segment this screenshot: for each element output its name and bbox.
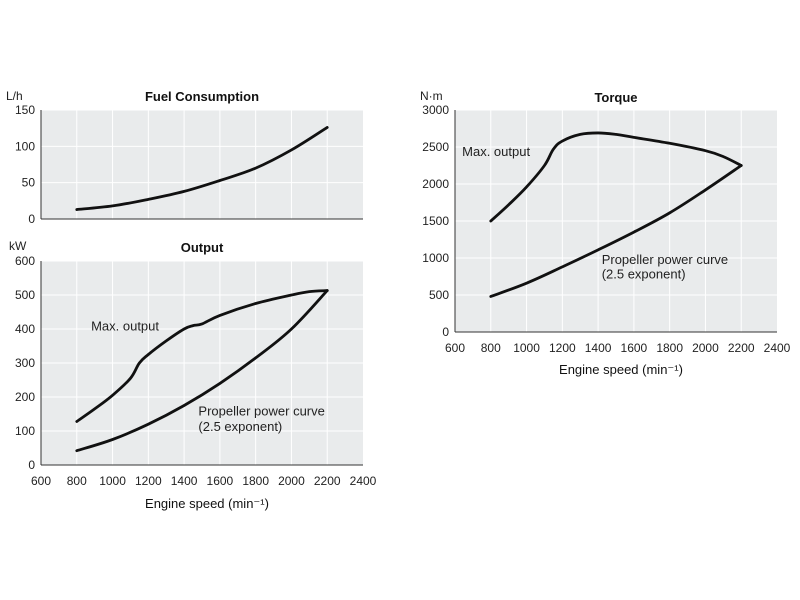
x-tick-label: 1200 [549,341,576,355]
annotation-label: Max. output [91,319,159,334]
series-line-max-output [75,289,329,423]
annotation-label: (2.5 exponent) [198,419,282,434]
y-tick-label: 1000 [422,251,449,265]
x-axis-label: Engine speed (min⁻¹) [145,496,269,511]
x-tick-label: 800 [481,341,501,355]
y-tick-label: 150 [15,103,35,117]
annotation-label: Propeller power curve [198,404,324,419]
x-tick-label: 600 [445,341,465,355]
y-tick-label: 50 [22,176,36,190]
chart-title: Torque [594,90,637,105]
x-tick-label: 2000 [692,341,719,355]
y-tick-label: 200 [15,390,35,404]
x-tick-label: 2200 [314,474,341,488]
y-tick-label: 400 [15,322,35,336]
y-tick-label: 1500 [422,214,449,228]
x-tick-label: 2200 [728,341,755,355]
x-tick-label: 1600 [621,341,648,355]
annotation-label: Propeller power curve [602,252,728,267]
y-tick-label: 3000 [422,103,449,117]
y-tick-label: 500 [15,288,35,302]
y-tick-label: 2500 [422,140,449,154]
torque-chart: 0 500 1000 1500 2000 2500 3000 600 800 1000 1200 14… [420,89,791,377]
y-axis-label: L/h [6,89,23,103]
y-tick-label: 0 [442,325,449,339]
y-axis-label: kW [9,239,27,253]
series-line-propeller-curve [489,164,743,298]
x-tick-label: 1000 [513,341,540,355]
y-tick-label: 300 [15,356,35,370]
x-tick-label: 2000 [278,474,305,488]
x-tick-label: 1000 [99,474,126,488]
x-tick-label: 800 [67,474,87,488]
y-tick-label: 2000 [422,177,449,191]
output-chart: 0 100 200 300 400 500 600 600 800 1000 1200 1400 160… [9,239,377,511]
annotation-label: (2.5 exponent) [602,267,686,282]
y-tick-label: 100 [15,139,35,153]
fuel-chart: 0 50 100 150 Fuel Consumption L/h [6,89,363,226]
x-tick-label: 2400 [764,341,791,355]
x-tick-label: 1400 [585,341,612,355]
chart-title: Output [181,240,224,255]
x-axis-label: Engine speed (min⁻¹) [559,362,683,377]
x-tick-label: 2400 [350,474,377,488]
y-tick-label: 0 [28,458,35,472]
chart-title: Fuel Consumption [145,89,259,104]
x-tick-label: 1200 [135,474,162,488]
y-tick-label: 100 [15,424,35,438]
annotation-label: Max. output [462,144,530,159]
series-line-max-output [489,131,743,223]
x-tick-label: 600 [31,474,51,488]
y-axis-label: N·m [420,89,443,103]
series-line-fuel-consumption [75,126,329,211]
y-tick-label: 0 [28,212,35,226]
x-tick-label: 1800 [242,474,269,488]
x-tick-label: 1600 [207,474,234,488]
x-tick-label: 1800 [656,341,683,355]
y-tick-label: 500 [429,288,449,302]
x-tick-label: 1400 [171,474,198,488]
plot-background [41,110,363,219]
y-tick-label: 600 [15,254,35,268]
series-line-propeller-curve [75,289,329,453]
